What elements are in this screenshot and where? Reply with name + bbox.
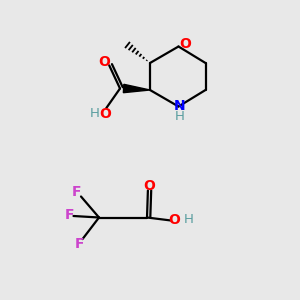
Text: F: F xyxy=(75,238,84,251)
Text: H: H xyxy=(175,110,185,124)
Text: O: O xyxy=(100,107,112,121)
Text: F: F xyxy=(64,208,74,222)
Text: F: F xyxy=(72,185,81,199)
Polygon shape xyxy=(123,84,150,93)
Text: H: H xyxy=(90,107,100,120)
Text: N: N xyxy=(174,100,186,113)
Text: H: H xyxy=(184,213,194,226)
Text: O: O xyxy=(169,214,181,227)
Text: O: O xyxy=(98,55,110,69)
Text: O: O xyxy=(143,179,155,193)
Text: O: O xyxy=(179,37,191,50)
